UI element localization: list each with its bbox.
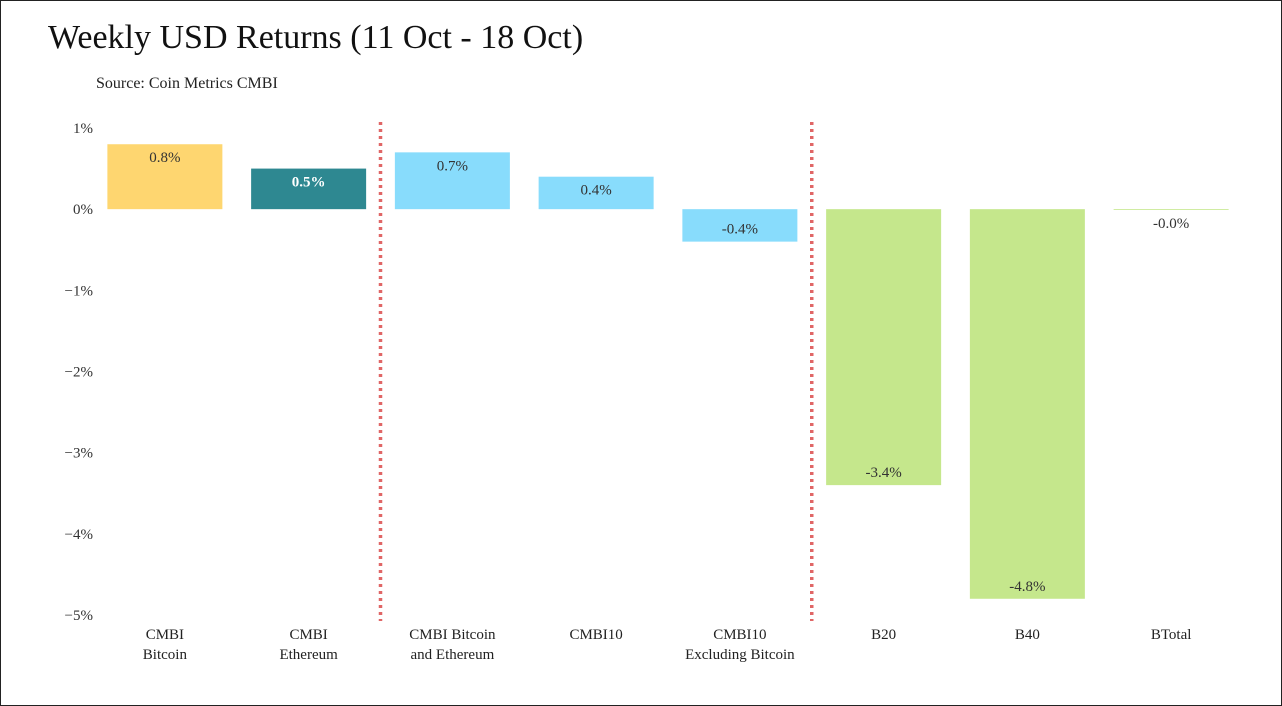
bar (969, 209, 1085, 599)
bar (251, 168, 367, 210)
bar-data-label: 0.8% (149, 150, 180, 166)
bar-data-label: 0.5% (292, 175, 326, 191)
chart-subtitle: Source: Coin Metrics CMBI (96, 75, 278, 92)
x-category-label: CMBI10 (713, 627, 766, 643)
bar-data-label: 0.4% (581, 183, 612, 199)
bar (107, 144, 223, 210)
x-category-label: Excluding Bitcoin (685, 647, 795, 663)
x-category-label: CMBI10 (569, 627, 622, 643)
y-tick-label: −4% (65, 527, 93, 543)
bar-data-label: -4.8% (1009, 579, 1045, 595)
bar (394, 152, 510, 210)
x-category-label: CMBI (146, 627, 184, 643)
chart-title: Weekly USD Returns (11 Oct - 18 Oct) (48, 19, 584, 56)
y-tick-label: 1% (73, 121, 93, 137)
y-tick-label: −5% (65, 608, 93, 624)
bar (538, 176, 654, 210)
bar (1113, 209, 1229, 210)
x-category-label: BTotal (1151, 627, 1192, 643)
x-category-label: B20 (871, 627, 896, 643)
bar (682, 209, 798, 242)
x-category-label: and Ethereum (411, 647, 495, 663)
y-tick-label: −2% (65, 365, 93, 381)
y-tick-label: 0% (73, 202, 93, 218)
bar-data-label: -3.4% (866, 465, 902, 481)
bar-data-label: -0.0% (1153, 216, 1189, 232)
x-category-label: CMBI Bitcoin (409, 627, 496, 643)
y-tick-label: −3% (65, 446, 93, 462)
bar (826, 209, 942, 486)
bar-data-label: 0.7% (437, 158, 468, 174)
bar-data-label: -0.4% (722, 222, 758, 238)
y-tick-label: −1% (65, 283, 93, 299)
x-category-label: B40 (1015, 627, 1040, 643)
x-category-label: Bitcoin (143, 647, 188, 663)
x-category-label: Ethereum (279, 647, 338, 663)
x-category-label: CMBI (289, 627, 327, 643)
